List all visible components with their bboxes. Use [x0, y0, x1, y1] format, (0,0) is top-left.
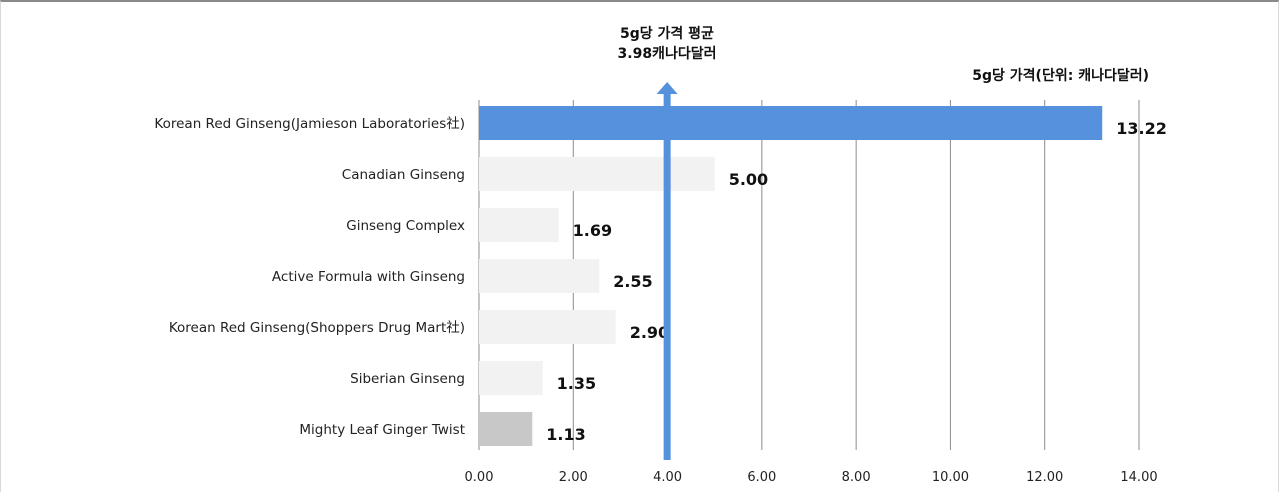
category-label: Siberian Ginseng	[350, 371, 465, 387]
bars	[479, 106, 1103, 446]
x-tick-label: 4.00	[653, 470, 682, 485]
category-label: Mighty Leaf Ginger Twist	[299, 422, 465, 438]
bar	[479, 157, 715, 191]
x-tick-label: 6.00	[747, 470, 776, 485]
bar	[479, 259, 600, 293]
average-arrowhead	[656, 82, 678, 94]
average-label-line2: 3.98캐나다달러	[618, 46, 717, 62]
category-label: Korean Red Ginseng(Jamieson Laboratories…	[154, 116, 465, 132]
average-arrow	[656, 82, 678, 460]
average-label-line1: 5g당 가격 평균	[620, 25, 714, 42]
x-tick-label: 14.00	[1120, 470, 1157, 485]
bar	[479, 361, 543, 395]
bar	[479, 412, 533, 446]
value-label: 1.13	[546, 425, 585, 444]
category-label: Korean Red Ginseng(Shoppers Drug Mart社)	[169, 320, 465, 336]
value-label: 5.00	[729, 170, 768, 189]
value-label: 1.69	[573, 221, 612, 240]
bar	[479, 208, 559, 242]
x-tick-label: 8.00	[842, 470, 871, 485]
value-label: 13.22	[1116, 119, 1167, 138]
category-label: Canadian Ginseng	[342, 167, 465, 183]
value-label: 2.55	[613, 272, 652, 291]
category-label: Active Formula with Ginseng	[272, 269, 465, 285]
category-labels: Korean Red Ginseng(Jamieson Laboratories…	[154, 116, 465, 438]
x-tick-label: 2.00	[559, 470, 588, 485]
x-tick-label: 0.00	[465, 470, 494, 485]
bar	[479, 310, 616, 344]
bar	[479, 106, 1103, 140]
average-line	[663, 92, 671, 460]
value-labels: 13.22 5.00 1.69 2.55 2.90 1.35 1.13	[546, 119, 1167, 444]
value-label: 1.35	[557, 374, 596, 393]
value-label: 2.90	[630, 323, 669, 342]
x-tick-label: 10.00	[932, 470, 969, 485]
x-axis-ticks: 0.00 2.00 4.00 6.00 8.00 10.00 12.00 14.00	[465, 470, 1158, 485]
x-tick-label: 12.00	[1026, 470, 1063, 485]
chart-title: 5g당 가격(단위: 캐나다달러)	[972, 67, 1149, 84]
category-label: Ginseng Complex	[346, 218, 465, 234]
